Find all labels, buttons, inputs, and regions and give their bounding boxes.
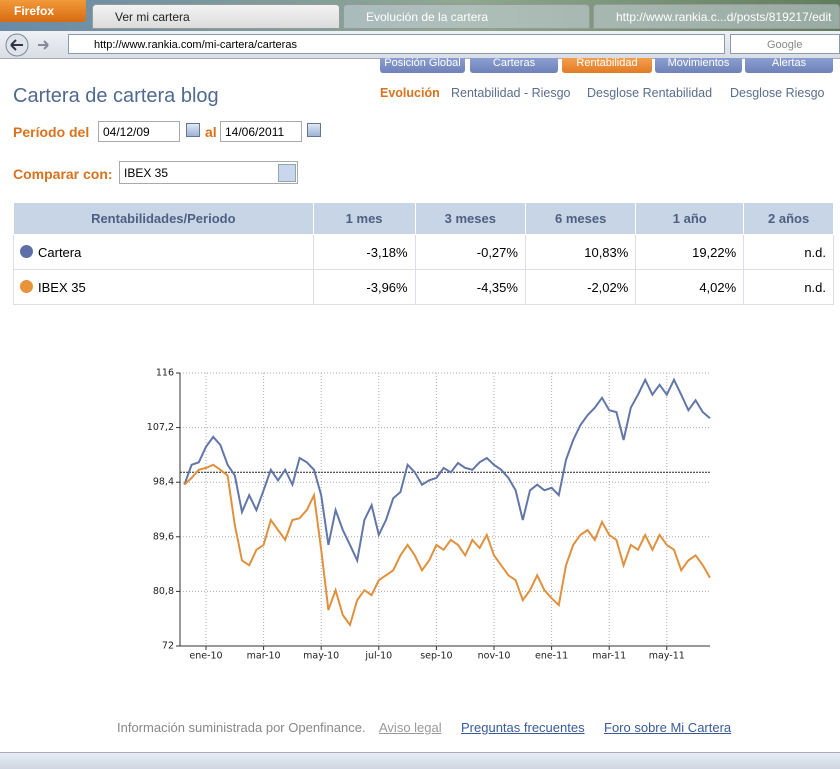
back-forward[interactable]	[4, 33, 64, 57]
y-tick-label: 107,2	[147, 422, 174, 433]
search-box[interactable]: Google	[730, 34, 840, 54]
column-header: 3 meses	[414, 202, 526, 235]
table-row: Cartera -3,18% -0,27% 10,83% 19,22% n.d.	[13, 234, 834, 270]
x-tick-label: nov-10	[478, 651, 511, 662]
calendar-icon[interactable]	[186, 123, 200, 137]
column-header: 1 año	[635, 202, 745, 235]
row-name-cell: Cartera	[13, 234, 314, 270]
legend-dot	[20, 279, 33, 293]
row-name-cell: IBEX 35	[13, 269, 314, 305]
value-cell: -2,02%	[524, 269, 637, 305]
returns-table: Rentabilidades/Periodo 1 mes 3 meses 6 mese…	[13, 202, 834, 305]
x-tick-label: may-11	[649, 651, 685, 662]
nav-tab[interactable]: Rentabilidad	[562, 58, 652, 73]
nav-tab[interactable]: Alertas	[745, 58, 833, 73]
column-header: 1 mes	[312, 202, 416, 235]
y-tick-label: 116	[156, 368, 174, 379]
footer-source: Información suministrada por Openfinance…	[117, 720, 366, 735]
x-tick-label: sep-10	[420, 651, 452, 662]
value-cell: 4,02%	[635, 269, 745, 305]
y-tick-label: 72	[162, 641, 174, 652]
to-label: al	[205, 124, 217, 140]
firefox-button[interactable]: Firefox	[0, 0, 86, 22]
footer-link[interactable]: Preguntas frecuentes	[461, 720, 585, 735]
chart: 72 80,8 89,6 98,4 107,2 116 ene-10 mar-10 may-10…	[147, 368, 711, 662]
scrollbar[interactable]	[0, 752, 840, 769]
footer-link[interactable]: Foro sobre Mi Cartera	[604, 720, 732, 735]
value-cell: 10,83%	[524, 234, 637, 270]
subtab[interactable]: Desglose Riesgo	[730, 86, 825, 100]
subtab[interactable]: Desglose Rentabilidad	[587, 86, 713, 100]
x-tick-label: mar-10	[247, 651, 281, 662]
value-cell: 19,22%	[635, 234, 745, 270]
x-tick-label: may-10	[303, 651, 339, 662]
tab[interactable]: Evolución de la cartera	[343, 4, 590, 29]
select-arrow[interactable]	[278, 164, 296, 182]
value-cell: n.d.	[743, 234, 834, 270]
value-cell: -3,96%	[312, 269, 416, 305]
series-line	[183, 463, 711, 628]
column-header: 2 años	[743, 202, 834, 235]
period-label: Período del	[13, 124, 90, 140]
value-cell: n.d.	[743, 269, 834, 305]
table-row: IBEX 35 -3,96% -4,35% -2,02% 4,02% n.d.	[13, 269, 834, 305]
address-bar[interactable]: http://www.rankia.com/mi-cartera/cartera…	[68, 34, 725, 54]
nav-tab[interactable]: Carteras	[470, 58, 558, 73]
nav-tab[interactable]: Movimientos	[655, 58, 742, 73]
value-cell: -0,27%	[414, 234, 526, 270]
date-input[interactable]: 14/06/2011	[220, 121, 302, 142]
page-title: Cartera de cartera blog	[13, 85, 219, 107]
y-tick-label: 98,4	[153, 477, 174, 488]
compare-select[interactable]: IBEX 35	[119, 161, 298, 184]
row-name: IBEX 35	[38, 279, 86, 295]
compare-label: Comparar con:	[13, 166, 113, 182]
date-input[interactable]: 04/12/09	[98, 121, 180, 142]
legend-dot	[20, 244, 33, 258]
x-tick-label: ene-11	[535, 651, 568, 662]
x-tick-label: ene-10	[189, 651, 222, 662]
nav-tab[interactable]: Posición Global	[380, 58, 465, 73]
subtab[interactable]: Rentabilidad - Riesgo	[451, 86, 571, 100]
value-cell: -4,35%	[414, 269, 526, 305]
y-tick-label: 89,6	[153, 531, 174, 542]
subtab[interactable]: Evolución	[380, 86, 440, 100]
value-cell: -3,18%	[312, 234, 416, 270]
series-line	[183, 377, 711, 564]
x-tick-label: mar-11	[592, 651, 626, 662]
column-header: 6 meses	[524, 202, 637, 235]
tab[interactable]: http://www.rankia.c...d/posts/819217/edi…	[593, 4, 840, 29]
y-tick-label: 80,8	[153, 586, 174, 597]
column-header: Rentabilidades/Periodo	[13, 202, 314, 235]
x-tick-label: jul-10	[364, 651, 392, 662]
tab[interactable]: Ver mi cartera	[92, 4, 340, 29]
footer-link[interactable]: Aviso legal	[379, 720, 442, 735]
calendar-icon[interactable]	[307, 123, 321, 137]
row-name: Cartera	[38, 244, 82, 260]
